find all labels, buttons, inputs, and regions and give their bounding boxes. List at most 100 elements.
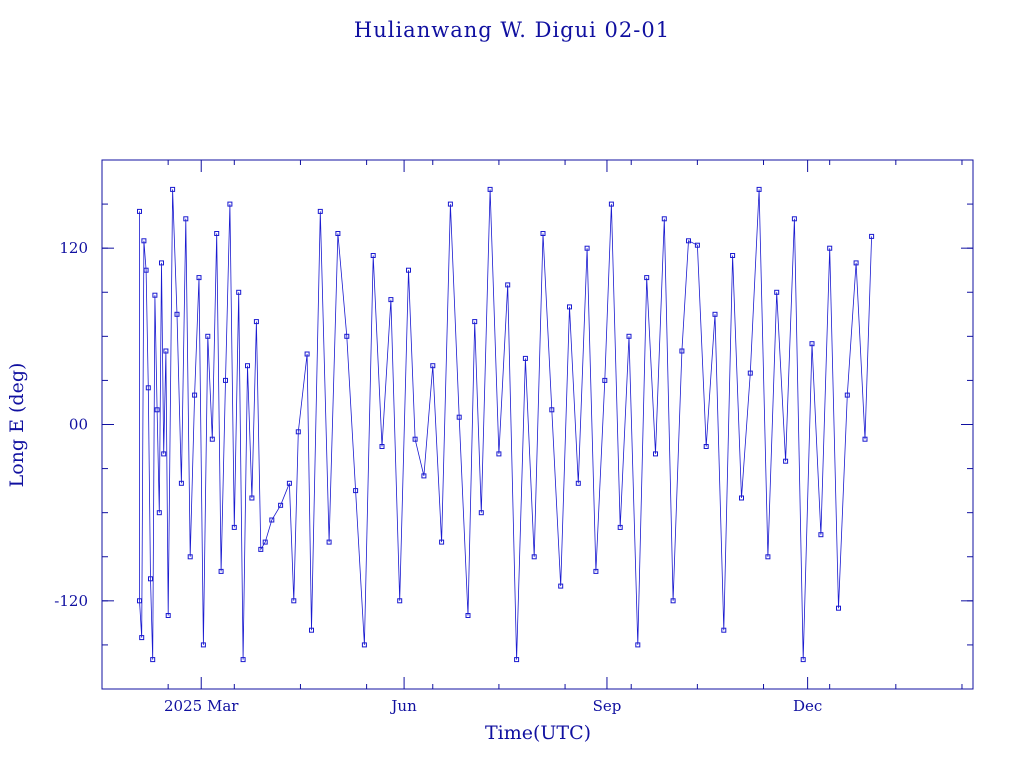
data-point — [209, 436, 215, 442]
data-point — [827, 245, 833, 251]
data-point — [765, 554, 771, 560]
data-point — [635, 642, 641, 648]
data-point — [478, 510, 484, 516]
data-point — [514, 657, 520, 663]
data-point — [161, 451, 167, 457]
data-point — [295, 429, 301, 435]
x-tick-label: Jun — [389, 697, 417, 715]
data-point — [150, 657, 156, 663]
chart-title: Hulianwang W. Digui 02-01 — [354, 18, 670, 42]
data-point — [626, 333, 632, 339]
data-point — [143, 267, 149, 273]
data-point — [353, 488, 359, 494]
data-point — [862, 436, 868, 442]
data-point — [593, 568, 599, 574]
data-point — [139, 635, 145, 641]
x-tick-labels: 2025 Mar Jun Sep Dec — [164, 697, 822, 715]
data-point — [148, 576, 153, 582]
data-point — [531, 554, 537, 560]
x-tick-label: 2025 Mar — [164, 697, 239, 715]
series-longitude — [137, 186, 875, 663]
data-point — [602, 377, 608, 383]
data-point — [183, 216, 189, 222]
data-point — [278, 502, 284, 508]
data-point — [800, 657, 806, 663]
data-point — [608, 201, 614, 207]
data-point — [818, 532, 824, 538]
data-point — [412, 436, 418, 442]
data-point — [836, 605, 841, 611]
data-point — [522, 355, 528, 361]
data-point — [187, 554, 193, 560]
data-point — [205, 333, 211, 339]
data-point — [644, 275, 650, 281]
data-point — [370, 253, 376, 258]
data-point — [421, 473, 427, 479]
data-point — [465, 613, 471, 618]
data-point — [137, 208, 142, 214]
data-point — [249, 495, 255, 501]
data-point — [756, 186, 762, 192]
data-point — [245, 363, 250, 369]
data-point — [844, 392, 850, 398]
data-point — [223, 377, 228, 383]
data-point — [317, 208, 323, 214]
data-point — [496, 451, 502, 457]
data-point — [218, 568, 224, 574]
data-point — [309, 627, 314, 633]
data-point — [304, 351, 310, 357]
y-tick-labels: 120 00 -120 — [54, 239, 88, 610]
data-point — [487, 186, 493, 192]
data-point — [456, 414, 462, 420]
data-point — [670, 598, 676, 604]
data-point — [703, 444, 709, 449]
data-point — [361, 642, 367, 648]
data-point — [379, 444, 385, 449]
data-point — [236, 289, 242, 295]
x-tick-label: Sep — [593, 697, 622, 715]
data-point — [558, 583, 564, 589]
data-point — [253, 319, 259, 325]
data-point — [747, 370, 753, 376]
data-point — [156, 510, 162, 516]
data-point — [231, 524, 237, 530]
data-point — [262, 539, 268, 545]
data-point — [344, 333, 350, 339]
data-point — [505, 282, 511, 288]
data-point — [472, 319, 478, 325]
data-point — [240, 657, 246, 663]
data-point — [783, 458, 789, 464]
data-point — [679, 348, 685, 354]
data-point — [388, 297, 394, 303]
data-point — [286, 480, 292, 486]
data-point — [192, 392, 198, 398]
data-point — [196, 275, 202, 281]
data-point — [853, 260, 859, 266]
data-point — [540, 231, 546, 236]
data-point — [617, 524, 623, 530]
data-point — [661, 216, 667, 222]
data-point — [712, 311, 718, 317]
y-tick-label: -120 — [54, 592, 88, 610]
data-point — [159, 260, 164, 266]
x-axis-label: Time(UTC) — [485, 722, 591, 744]
data-point — [200, 642, 206, 648]
data-point — [739, 495, 744, 501]
data-point — [447, 201, 453, 207]
x-tick-label: Dec — [793, 697, 822, 715]
data-point — [165, 613, 171, 618]
data-point — [137, 598, 142, 604]
data-point — [152, 292, 158, 298]
axis-ticks — [101, 160, 973, 689]
data-point — [549, 407, 555, 413]
data-point — [730, 253, 736, 258]
data-point — [567, 304, 572, 310]
data-point — [163, 348, 169, 354]
data-point — [174, 311, 180, 317]
y-tick-label: 120 — [59, 239, 88, 257]
data-point — [791, 216, 797, 222]
data-point — [141, 238, 147, 244]
data-point — [686, 238, 691, 244]
data-point — [214, 231, 220, 236]
data-point — [809, 341, 815, 347]
